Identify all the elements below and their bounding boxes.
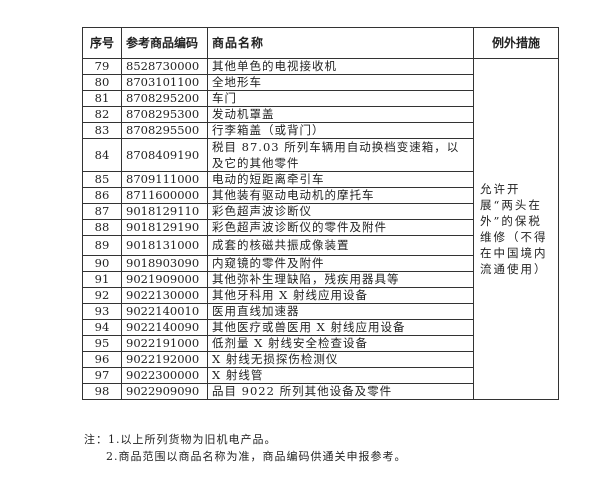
row-no: 79: [82, 58, 122, 75]
row-no: 89: [82, 235, 122, 256]
table-row: 79 8528730000 其他单色的电视接收机 允许开展“两头在外”的保税维修（不得…: [82, 58, 559, 400]
row-code: 9022192000: [121, 351, 208, 368]
row-code: 9022140090: [121, 319, 208, 336]
row-name: 品目 9022 所列其他设备及零件: [207, 383, 474, 400]
table-row: 84 8708409190 税目 87.03 所列车辆用自动换档变速箱，以及它的其他…: [82, 138, 559, 172]
row-code: 8711600000: [121, 187, 208, 204]
row-no: 98: [82, 383, 122, 400]
row-no: 86: [82, 187, 122, 204]
table-row: 90 9018903090 内窥镜的零件及附件: [82, 255, 559, 272]
goods-table: 序号 参考商品编码 商品名称 例外措施 79 8528730000 其他单色的电视接…: [82, 27, 559, 400]
row-code: 8708295200: [121, 90, 208, 107]
row-code: 8708295300: [121, 106, 208, 123]
row-no: 94: [82, 319, 122, 336]
row-name: 内窥镜的零件及附件: [207, 255, 474, 272]
row-no: 96: [82, 351, 122, 368]
table-row: 82 8708295300 发动机罩盖: [82, 106, 559, 123]
table-row: 93 9022140010 医用直线加速器: [82, 303, 559, 320]
table-header-row: 序号 参考商品编码 商品名称 例外措施: [82, 27, 559, 59]
row-no: 81: [82, 90, 122, 107]
row-no: 88: [82, 219, 122, 236]
note-1: 注：1.以上所列货物为旧机电产品。: [84, 433, 277, 446]
row-name: 电动的短距离牵引车: [207, 171, 474, 188]
row-no: 80: [82, 74, 122, 91]
row-no: 82: [82, 106, 122, 123]
row-name: X 射线无损探伤检测仪: [207, 351, 474, 368]
table-row: 92 9022130000 其他牙科用 X 射线应用设备: [82, 287, 559, 304]
row-code: 9018129190: [121, 219, 208, 236]
header-no: 序号: [82, 27, 122, 59]
row-name: 行李箱盖（或背门）: [207, 122, 474, 139]
table-row: 87 9018129110 彩色超声波诊断仪: [82, 203, 559, 220]
row-name: 其他单色的电视接收机: [207, 58, 474, 75]
notes: 注：1.以上所列货物为旧机电产品。 2.商品范围以商品名称为准，商品编码供通关申…: [84, 431, 407, 465]
row-code: 8703101100: [121, 74, 208, 91]
table-row: 94 9022140090 其他医疗或兽医用 X 射线应用设备: [82, 319, 559, 336]
row-no: 83: [82, 122, 122, 139]
row-code: 8708295500: [121, 122, 208, 139]
row-no: 97: [82, 367, 122, 384]
row-name: 低剂量 X 射线安全检查设备: [207, 335, 474, 352]
row-name: 彩色超声波诊断仪的零件及附件: [207, 219, 474, 236]
row-name: 其他牙科用 X 射线应用设备: [207, 287, 474, 304]
row-no: 95: [82, 335, 122, 352]
row-code: 8708409190: [121, 138, 208, 172]
row-code: 9022909090: [121, 383, 208, 400]
table-row: 81 8708295200 车门: [82, 90, 559, 107]
row-name: X 射线管: [207, 367, 474, 384]
exception-measure: 允许开展“两头在外”的保税维修（不得在中国境内流通使用）: [473, 58, 559, 400]
table-row: 85 8709111000 电动的短距离牵引车: [82, 171, 559, 188]
row-code: 9022140010: [121, 303, 208, 320]
row-code: 9022191000: [121, 335, 208, 352]
row-no: 93: [82, 303, 122, 320]
row-code: 9018129110: [121, 203, 208, 220]
table-row: 86 8711600000 其他装有驱动电动机的摩托车: [82, 187, 559, 204]
row-name: 医用直线加速器: [207, 303, 474, 320]
note-2: 2.商品范围以商品名称为准，商品编码供通关申报参考。: [106, 450, 407, 463]
row-code: 9022300000: [121, 367, 208, 384]
row-code: 9022130000: [121, 287, 208, 304]
header-code: 参考商品编码: [121, 27, 208, 59]
header-name: 商品名称: [207, 27, 474, 59]
row-name: 其他医疗或兽医用 X 射线应用设备: [207, 319, 474, 336]
row-no: 85: [82, 171, 122, 188]
row-name: 其他弥补生理缺陷，残疾用器具等: [207, 271, 474, 288]
table-row: 98 9022909090 品目 9022 所列其他设备及零件: [82, 383, 559, 400]
row-code: 8528730000: [121, 58, 208, 75]
row-no: 91: [82, 271, 122, 288]
row-name: 成套的核磁共振成像装置: [207, 235, 474, 256]
row-name: 其他装有驱动电动机的摩托车: [207, 187, 474, 204]
row-name: 税目 87.03 所列车辆用自动换档变速箱，以及它的其他零件: [207, 138, 474, 172]
row-code: 9021909000: [121, 271, 208, 288]
row-name: 车门: [207, 90, 474, 107]
row-no: 92: [82, 287, 122, 304]
row-no: 87: [82, 203, 122, 220]
row-code: 9018131000: [121, 235, 208, 256]
row-name: 发动机罩盖: [207, 106, 474, 123]
row-no: 90: [82, 255, 122, 272]
row-code: 9018903090: [121, 255, 208, 272]
table-row: 91 9021909000 其他弥补生理缺陷，残疾用器具等: [82, 271, 559, 288]
row-code: 8709111000: [121, 171, 208, 188]
row-name: 全地形车: [207, 74, 474, 91]
row-name: 彩色超声波诊断仪: [207, 203, 474, 220]
header-exception: 例外措施: [473, 27, 559, 59]
table-row: 96 9022192000 X 射线无损探伤检测仪: [82, 351, 559, 368]
row-no: 84: [82, 138, 122, 172]
